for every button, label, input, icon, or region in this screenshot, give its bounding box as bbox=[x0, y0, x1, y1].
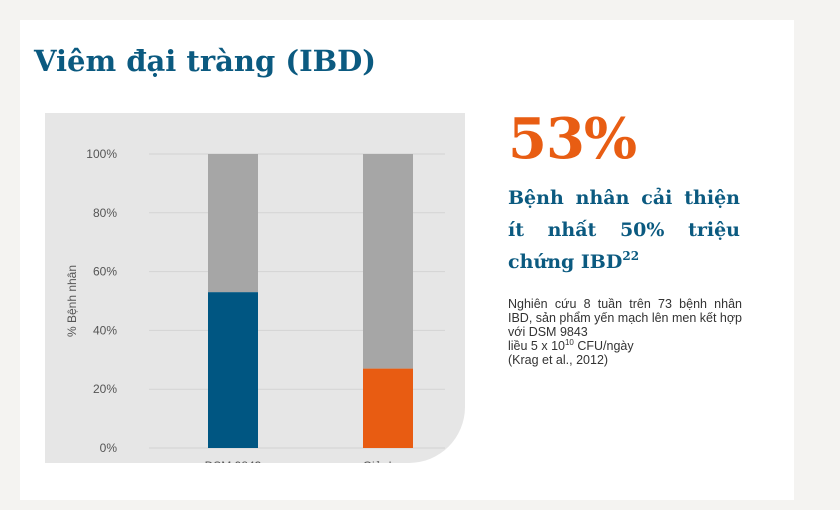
big-stat-value: 53% bbox=[508, 106, 637, 172]
y-tick-label: 0% bbox=[100, 441, 118, 455]
stat-headline-text: Bệnh nhân cải thiện ít nhất 50% triệu ch… bbox=[508, 187, 740, 273]
bar-chart: 0% 20% 40% 60% 80% 100% DSM 9843 Giả dược % Bệnh… bbox=[65, 147, 445, 463]
page-title: Viêm đại tràng (IBD) bbox=[34, 44, 377, 78]
y-tick-label: 60% bbox=[93, 265, 117, 279]
x-category-label: DSM 9843 bbox=[205, 459, 262, 463]
y-tick-label: 80% bbox=[93, 206, 117, 220]
bar bbox=[363, 368, 413, 448]
study-citation: (Krag et al., 2012) bbox=[508, 353, 609, 367]
bar-remainder bbox=[363, 154, 413, 369]
dose-line: liều 5 x 1010 CFU/ngày bbox=[508, 337, 742, 353]
y-tick-label: 100% bbox=[86, 147, 117, 161]
dose-unit: CFU/ngày bbox=[573, 339, 634, 353]
y-axis-label: % Bệnh nhân bbox=[65, 265, 79, 337]
y-tick-label: 20% bbox=[93, 382, 117, 396]
y-tick-label: 40% bbox=[93, 323, 117, 337]
dose-exponent: 10 bbox=[564, 337, 574, 347]
stat-headline: Bệnh nhân cải thiện ít nhất 50% triệu ch… bbox=[508, 182, 740, 278]
chart-panel: 0% 20% 40% 60% 80% 100% DSM 9843 Giả dược % Bệnh… bbox=[45, 113, 465, 463]
study-description-line: Nghiên cứu 8 tuần trên 73 bệnh nhân IBD,… bbox=[508, 297, 743, 339]
infographic-card: Viêm đại tràng (IBD) 0% 20% 40% 60% 80% 100% D… bbox=[20, 20, 794, 500]
dose-text: liều 5 x 10 bbox=[508, 339, 565, 353]
citation-superscript: 22 bbox=[622, 249, 640, 263]
study-description: Nghiên cứu 8 tuần trên 73 bệnh nhân IBD,… bbox=[508, 297, 742, 367]
bar-remainder bbox=[208, 154, 258, 293]
bar bbox=[208, 292, 258, 448]
x-category-label: Giả dược bbox=[363, 459, 414, 463]
